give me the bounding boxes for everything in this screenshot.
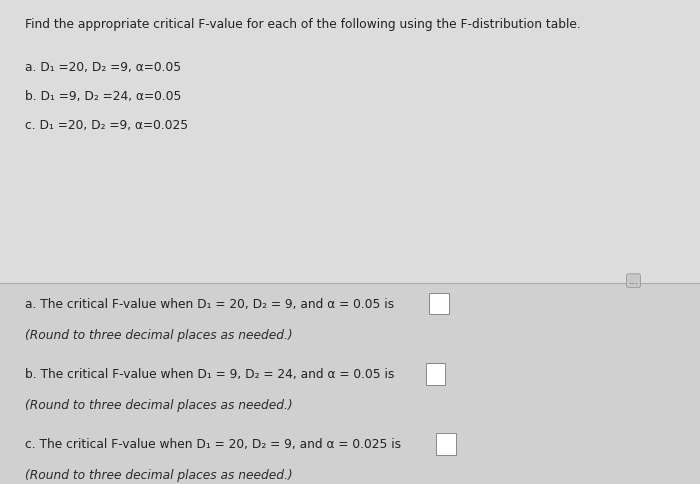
FancyBboxPatch shape	[0, 0, 700, 283]
FancyBboxPatch shape	[0, 283, 700, 484]
Text: c. D₁ =20, D₂ =9, α=0.025: c. D₁ =20, D₂ =9, α=0.025	[25, 119, 188, 132]
Text: ...: ...	[629, 276, 638, 286]
Text: a. The critical F-value when D₁ = 20, D₂ = 9, and α = 0.05 is: a. The critical F-value when D₁ = 20, D₂…	[25, 298, 393, 311]
FancyBboxPatch shape	[436, 434, 456, 455]
Text: c. The critical F-value when D₁ = 20, D₂ = 9, and α = 0.025 is: c. The critical F-value when D₁ = 20, D₂…	[25, 438, 400, 451]
FancyBboxPatch shape	[426, 363, 445, 384]
Text: (Round to three decimal places as needed.): (Round to three decimal places as needed…	[25, 399, 292, 412]
Text: (Round to three decimal places as needed.): (Round to three decimal places as needed…	[25, 329, 292, 342]
Text: b. The critical F-value when D₁ = 9, D₂ = 24, and α = 0.05 is: b. The critical F-value when D₁ = 9, D₂ …	[25, 368, 394, 381]
Text: b. D₁ =9, D₂ =24, α=0.05: b. D₁ =9, D₂ =24, α=0.05	[25, 90, 181, 103]
Text: Find the appropriate critical F-value for each of the following using the F-dist: Find the appropriate critical F-value fo…	[25, 18, 580, 31]
FancyBboxPatch shape	[429, 293, 449, 315]
Text: a. D₁ =20, D₂ =9, α=0.05: a. D₁ =20, D₂ =9, α=0.05	[25, 60, 181, 74]
Text: (Round to three decimal places as needed.): (Round to three decimal places as needed…	[25, 469, 292, 483]
